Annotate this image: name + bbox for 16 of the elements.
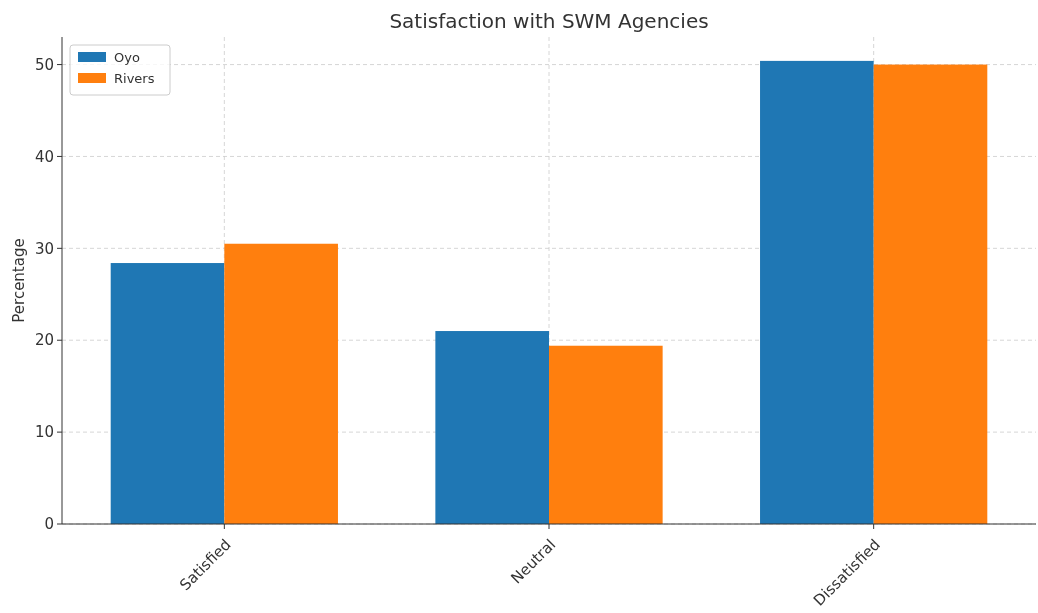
y-tick-label: 50 (34, 55, 54, 74)
y-axis-title: Percentage (10, 238, 28, 323)
y-tick-label: 30 (34, 239, 54, 258)
y-tick-label: 40 (34, 147, 54, 166)
bar (110, 263, 225, 524)
bar (873, 64, 988, 524)
bar (549, 345, 663, 524)
bar (435, 331, 549, 524)
legend-label: Oyo (114, 49, 140, 65)
y-tick-label: 20 (34, 331, 54, 350)
y-tick-label: 0 (44, 515, 54, 534)
bar (224, 243, 338, 524)
chart-title: Satisfaction with SWM Agencies (389, 9, 709, 33)
legend-label: Rivers (114, 70, 155, 86)
bar (760, 60, 874, 524)
y-tick-label: 10 (34, 423, 54, 442)
